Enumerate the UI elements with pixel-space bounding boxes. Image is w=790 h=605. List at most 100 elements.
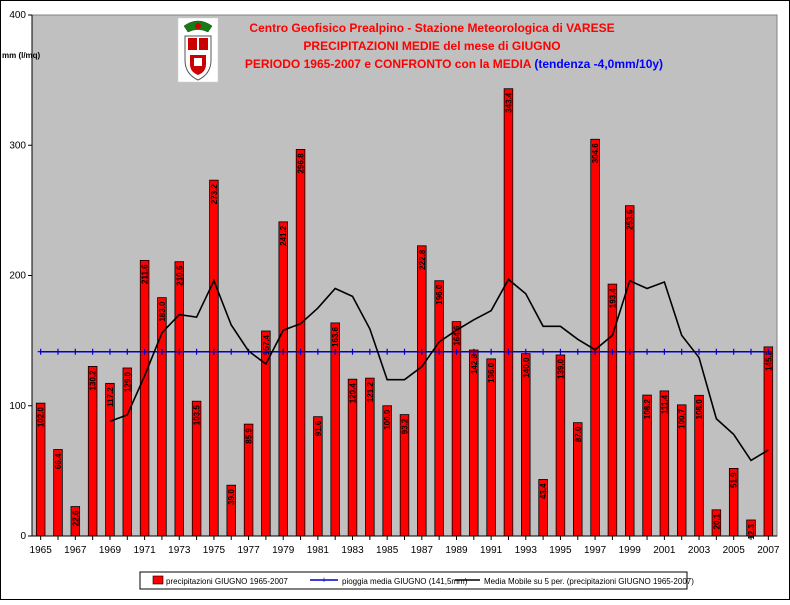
y-tick-label-100: 100 [9, 401, 26, 412]
mean-marker-1985 [384, 348, 391, 355]
bar-value-label-1976: 39.0 [227, 489, 236, 505]
title-line-3-main: PERIODO 1965-2007 e CONFRONTO con la MED… [245, 57, 532, 71]
bar-1979 [278, 221, 288, 537]
y-axis-label: mm (l/mq) [2, 51, 41, 60]
bar-value-label-1992: 343.4 [504, 92, 513, 113]
x-tick-label-1985: 1985 [376, 545, 399, 556]
x-tick-label-1983: 1983 [341, 545, 364, 556]
bar-value-label-2001: 111.4 [660, 394, 669, 414]
y-tick-label-0: 0 [20, 531, 26, 542]
x-tick-label-1971: 1971 [133, 545, 156, 556]
mean-marker-1998 [609, 348, 616, 355]
bar-value-label-1995: 139.0 [556, 358, 565, 379]
y-tick-label-400: 400 [9, 10, 26, 21]
bar-value-label-1973: 210.6 [175, 265, 184, 286]
mean-marker-1986 [401, 348, 408, 355]
bar-value-label-1966: 66.4 [54, 453, 63, 469]
bar-value-label-2005: 51.9 [730, 472, 739, 488]
x-tick-label-1987: 1987 [411, 545, 434, 556]
mean-marker-1975 [210, 348, 217, 355]
title-line-3: PERIODO 1965-2007 e CONFRONTO con la MED… [245, 57, 663, 71]
title-line-2: PRECIPITAZIONI MEDIE del mese di GIUGNO [303, 39, 560, 53]
x-tick-label-2003: 2003 [688, 545, 711, 556]
bar-value-label-1975: 273.2 [210, 184, 219, 205]
bar-value-label-1979: 241.2 [279, 225, 288, 246]
mean-marker-1993 [522, 348, 529, 355]
legend: precipitazioni GIUGNO 1965-2007 + pioggi… [139, 571, 694, 590]
mean-marker-2005 [730, 348, 737, 355]
bar-value-label-2003: 108.0 [695, 399, 704, 420]
bar-value-label-2006: 12.3 [747, 523, 756, 539]
mean-marker-1987 [418, 348, 425, 355]
mean-marker-2003 [696, 348, 703, 355]
x-tick-label-1977: 1977 [237, 545, 260, 556]
mean-marker-1989 [453, 348, 460, 355]
x-tick-label-1997: 1997 [584, 545, 607, 556]
mean-marker-1999 [626, 348, 633, 355]
x-tick-label-1975: 1975 [203, 545, 226, 556]
mean-marker-1982 [332, 348, 339, 355]
bar-value-label-1988: 196.0 [435, 284, 444, 305]
bar-2007 [763, 346, 774, 537]
bar-value-label-1982: 163.6 [331, 326, 340, 347]
legend-box [139, 571, 688, 590]
bar-1992 [503, 88, 514, 537]
bar-value-label-1990: 142.8 [470, 353, 479, 374]
mean-marker-1979 [280, 348, 287, 355]
lines-layer [37, 278, 772, 462]
bar-value-label-1971: 211.6 [141, 264, 150, 284]
bar-1990 [469, 349, 479, 537]
bar-value-label-1967: 22.6 [71, 510, 80, 526]
bar-value-label-1986: 93.2 [401, 418, 410, 434]
mean-marker-1967 [72, 348, 79, 355]
mean-marker-2000 [644, 348, 651, 355]
bar-value-label-2002: 100.7 [678, 408, 687, 429]
mean-marker-1988 [436, 348, 443, 355]
bar-1997 [590, 138, 600, 537]
legend-label-bars: precipitazioni GIUGNO 1965-2007 [166, 577, 288, 586]
bar-1971 [139, 259, 150, 537]
bar-1968 [87, 366, 98, 537]
bar-value-label-1987: 222.8 [418, 249, 427, 270]
bar-value-label-2004: 20.1 [712, 513, 721, 529]
mean-marker-1968 [89, 348, 96, 355]
mean-marker-1980 [297, 348, 304, 355]
x-tick-label-1969: 1969 [99, 545, 122, 556]
bar-value-label-1996: 87.0 [574, 426, 583, 442]
x-tick-label-1989: 1989 [445, 545, 468, 556]
mean-marker-2004 [713, 348, 720, 355]
mean-marker-1965 [37, 348, 44, 355]
mean-marker-2007 [765, 348, 772, 355]
bar-value-label-1991: 136.0 [487, 362, 496, 383]
mean-marker-1974 [193, 348, 200, 355]
bar-value-label-1983: 120.4 [349, 383, 358, 404]
bar-value-label-1997: 304.6 [591, 143, 600, 164]
legend-label-moving-avg: Media Mobile su 5 per. (precipitazioni G… [484, 577, 694, 586]
moving-average-line [109, 278, 769, 462]
mean-marker-2002 [678, 348, 685, 355]
mean-marker-1996 [574, 348, 581, 355]
bar-value-label-1978: 157.4 [262, 334, 271, 355]
bar-value-label-2007: 145.2 [764, 350, 773, 371]
bar-value-label-1999: 253.6 [626, 209, 635, 230]
bar-1998 [607, 283, 618, 537]
mean-marker-1994 [540, 348, 547, 355]
x-tick-label-2007: 2007 [757, 545, 780, 556]
bar-1999 [625, 205, 635, 537]
bar-value-label-1974: 103.5 [193, 405, 202, 426]
bars-layer [35, 88, 774, 537]
mean-marker-1973 [176, 348, 183, 355]
x-tick-label-1967: 1967 [64, 545, 87, 556]
bar-1973 [174, 261, 185, 537]
bar-1988 [434, 280, 444, 537]
legend-swatch-bars [152, 575, 164, 585]
bar-value-label-1969: 117.2 [106, 387, 115, 407]
coat-of-arms-icon [177, 17, 219, 83]
mean-marker-1969 [106, 348, 113, 355]
mean-marker-1966 [54, 348, 61, 355]
bar-value-label-1998: 193.4 [608, 288, 617, 309]
mean-marker-1978 [262, 348, 269, 355]
x-tick-label-1981: 1981 [307, 545, 330, 556]
bar-1991 [486, 358, 496, 537]
x-tick-label-1991: 1991 [480, 545, 503, 556]
